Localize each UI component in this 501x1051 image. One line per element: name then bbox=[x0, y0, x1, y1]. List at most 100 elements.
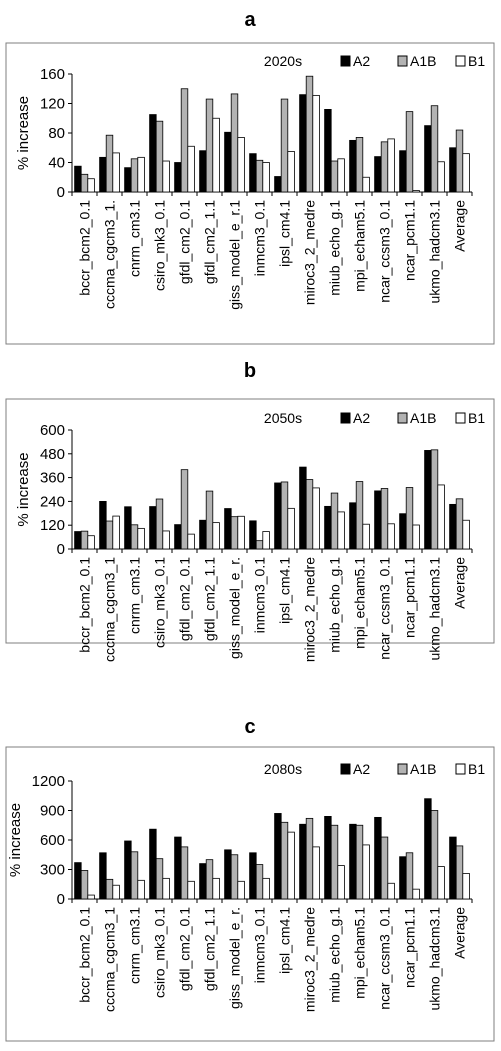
bar-a1b-11 bbox=[355, 824, 364, 900]
bar-a2-0 bbox=[74, 531, 82, 550]
chart-panel-a: a 0 40 80 120 160 % increase 2020s A2 A1B B1 bccr_b… bbox=[5, 9, 495, 345]
bar-a2-11 bbox=[349, 502, 357, 550]
bar-a1b-1 bbox=[105, 878, 114, 900]
bar-a1b-6 bbox=[230, 854, 239, 900]
bar-b1-0 bbox=[87, 535, 95, 550]
legend-label-b1: B1 bbox=[468, 53, 485, 69]
bar-a2-12 bbox=[374, 156, 382, 193]
legend-swatch-b1 bbox=[455, 412, 466, 424]
bar-b1-8 bbox=[287, 151, 295, 193]
bar-a2-5 bbox=[199, 519, 207, 550]
bar-a2-4 bbox=[174, 836, 182, 900]
bar-a2-4 bbox=[174, 162, 182, 193]
bar-a2-3 bbox=[149, 506, 157, 550]
bar-b1-11 bbox=[362, 176, 370, 193]
bar-a2-6 bbox=[224, 131, 232, 193]
category-label: cnrm_cm3.1 bbox=[127, 907, 143, 984]
bar-a1b-7 bbox=[255, 864, 264, 900]
y-tick-label: 160 bbox=[40, 66, 65, 83]
panel-letter: a bbox=[244, 9, 256, 31]
bar-a1b-9 bbox=[305, 479, 314, 550]
bar-b1-13 bbox=[412, 190, 420, 193]
bar-a1b-0 bbox=[80, 173, 89, 193]
bar-a1b-8 bbox=[280, 98, 289, 193]
category-label: gfdl_cm2_1.1 bbox=[202, 907, 218, 991]
y-axis-title: % increase bbox=[7, 803, 24, 877]
category-label: ncar_pcm1.1 bbox=[402, 200, 418, 281]
bar-a2-0 bbox=[74, 165, 82, 193]
category-label: inmcm3_0.1 bbox=[252, 200, 268, 276]
y-tick-label: 900 bbox=[40, 803, 65, 820]
bar-a2-0 bbox=[74, 862, 82, 900]
chart-frame bbox=[5, 398, 495, 644]
category-label: Average bbox=[452, 907, 468, 959]
y-tick-label: 40 bbox=[48, 155, 65, 172]
category-label: ipsl_cm4.1 bbox=[277, 200, 293, 267]
bar-b1-7 bbox=[262, 877, 270, 900]
bar-a1b-1 bbox=[105, 134, 114, 193]
category-label: miroc3_2_medre bbox=[302, 907, 318, 1012]
bar-a1b-15 bbox=[455, 498, 464, 550]
bar-a1b-3 bbox=[155, 498, 164, 550]
bar-a2-10 bbox=[324, 816, 332, 900]
bar-b1-3 bbox=[162, 877, 170, 900]
category-label: csiro_mk3_0.1 bbox=[152, 557, 168, 648]
bar-b1-1 bbox=[112, 884, 120, 900]
category-label: ipsl_cm4.1 bbox=[277, 557, 293, 624]
category-label: ncar_pcm1.1 bbox=[402, 907, 418, 988]
category-label: gfdl_cm2_0.1 bbox=[177, 557, 193, 641]
bar-a2-13 bbox=[399, 856, 407, 900]
bar-a2-14 bbox=[424, 450, 432, 550]
category-label: ukmo_hadcm3.1 bbox=[427, 907, 443, 1011]
bar-a1b-0 bbox=[80, 870, 89, 900]
y-tick-label: 480 bbox=[40, 446, 65, 463]
bar-a1b-5 bbox=[205, 490, 214, 550]
category-label: ukmo_hadcm3.1 bbox=[427, 200, 443, 304]
category-label: gfdl_cm2_0.1 bbox=[177, 907, 193, 991]
bar-a1b-1 bbox=[105, 520, 114, 550]
bar-a1b-4 bbox=[180, 469, 189, 550]
category-label: inmcm3_0.1 bbox=[252, 907, 268, 983]
bar-a2-10 bbox=[324, 109, 332, 193]
bar-b1-2 bbox=[137, 527, 145, 550]
bar-a1b-4 bbox=[180, 88, 189, 193]
legend-swatch-a2 bbox=[340, 55, 351, 67]
bar-a2-9 bbox=[299, 94, 307, 193]
bar-a1b-15 bbox=[455, 845, 464, 900]
legend-label-a2: A2 bbox=[353, 761, 370, 777]
bar-a1b-13 bbox=[405, 111, 414, 193]
category-label: ipsl_cm4.1 bbox=[277, 907, 293, 974]
legend-label-b1: B1 bbox=[468, 761, 485, 777]
bar-a2-10 bbox=[324, 505, 332, 550]
bar-a1b-6 bbox=[230, 93, 239, 193]
category-label: miub_echo_g.1 bbox=[327, 907, 343, 1003]
bar-a2-11 bbox=[349, 823, 357, 900]
bar-a1b-3 bbox=[155, 120, 164, 193]
bar-b1-5 bbox=[212, 117, 220, 193]
period-label: 2080s bbox=[264, 761, 302, 777]
category-label: miub_echo_g.1 bbox=[327, 200, 343, 296]
y-tick-label: 1200 bbox=[32, 773, 65, 790]
bar-a1b-7 bbox=[255, 540, 264, 550]
bar-b1-2 bbox=[137, 879, 145, 900]
bar-a2-7 bbox=[249, 153, 257, 193]
bar-a1b-9 bbox=[305, 75, 314, 193]
bar-b1-14 bbox=[437, 161, 445, 193]
bar-b1-12 bbox=[387, 523, 395, 550]
bar-b1-11 bbox=[362, 844, 370, 900]
bar-b1-8 bbox=[287, 507, 295, 550]
legend-label-a2: A2 bbox=[353, 410, 370, 426]
category-label: ncar_ccsm3_0.1 bbox=[377, 907, 393, 1010]
category-label: mpi_echam5.1 bbox=[352, 557, 368, 649]
category-label: ncar_pcm1.1 bbox=[402, 557, 418, 638]
legend-label-a2: A2 bbox=[353, 53, 370, 69]
bar-b1-14 bbox=[437, 484, 445, 550]
chart-frame bbox=[5, 746, 495, 1042]
bar-a1b-0 bbox=[80, 530, 89, 550]
category-label: inmcm3_0.1 bbox=[252, 557, 268, 633]
category-label: cccma_cgcm3_1. bbox=[102, 200, 118, 309]
bar-a1b-2 bbox=[130, 158, 139, 193]
bar-a2-2 bbox=[124, 840, 132, 900]
bar-b1-12 bbox=[387, 882, 395, 900]
legend-label-a1b: A1B bbox=[410, 410, 436, 426]
